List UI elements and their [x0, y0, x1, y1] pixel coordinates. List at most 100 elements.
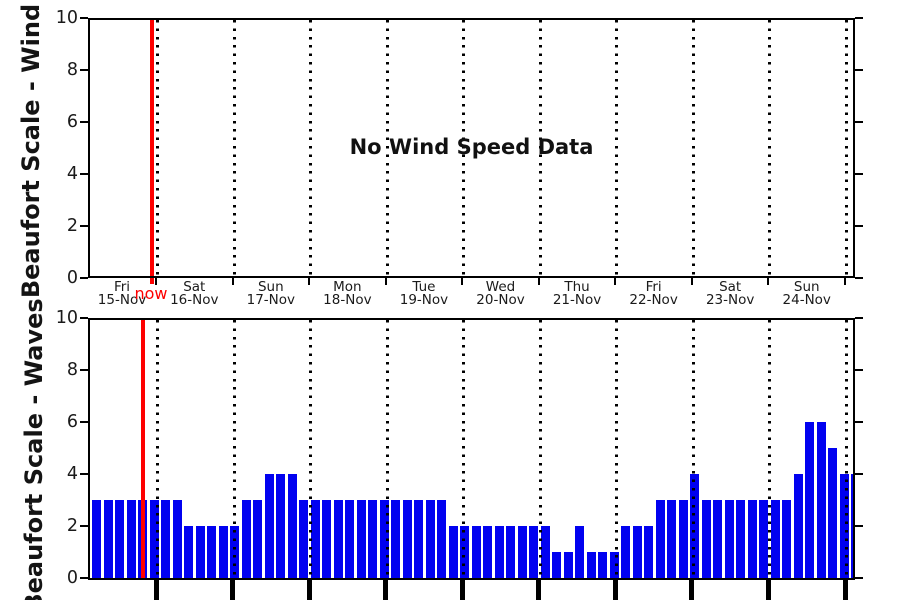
- wave-bar: [655, 500, 665, 578]
- wave-bar: [379, 500, 389, 578]
- day-label: Mon 18-Nov: [323, 279, 372, 308]
- wind-y-tick-label: 8: [66, 59, 78, 80]
- wave-bar: [713, 500, 722, 578]
- wave-bar: [644, 526, 653, 578]
- wind-x-tick: [767, 278, 770, 285]
- day-label: Wed 20-Nov: [476, 279, 525, 308]
- day-gridline: [691, 320, 695, 578]
- wave-bar: [115, 500, 124, 578]
- wave-bar: [793, 474, 803, 578]
- day-gridline: [538, 20, 542, 276]
- waves-x-tick: [383, 579, 389, 600]
- now-line-stub: [149, 278, 154, 284]
- wave-bar: [816, 422, 826, 578]
- waves-y-tick-mark-right: [855, 525, 863, 527]
- wave-bar: [851, 474, 853, 578]
- wave-bar: [345, 500, 354, 578]
- wind-x-tick: [690, 278, 693, 285]
- wave-bar: [828, 448, 837, 578]
- day-gridline: [232, 20, 236, 276]
- waves-y-tick-mark-left: [80, 369, 88, 371]
- waves-y-tick-mark-left: [80, 473, 88, 475]
- wind-y-tick-mark-left: [80, 17, 88, 19]
- wave-bar: [448, 526, 458, 578]
- wave-bar: [207, 526, 216, 578]
- wave-bar: [172, 500, 182, 578]
- wave-bar: [609, 552, 619, 578]
- waves-y-tick-mark-right: [855, 473, 863, 475]
- now-line-wind: [149, 20, 154, 276]
- wave-bar: [149, 500, 159, 578]
- waves-y-tick-label: 6: [66, 412, 78, 432]
- wind-x-tick: [231, 278, 234, 285]
- wave-bar: [241, 500, 251, 578]
- wave-bar: [747, 500, 757, 578]
- wave-bar: [517, 526, 527, 578]
- wave-bar: [483, 526, 492, 578]
- wave-bar: [759, 500, 768, 578]
- wave-bar: [805, 422, 814, 578]
- wave-bar: [621, 526, 630, 578]
- wind-y-tick-label: 0: [66, 267, 78, 288]
- waves-y-tick-mark-left: [80, 317, 88, 319]
- day-gridline: [385, 20, 389, 276]
- wave-bar: [310, 500, 320, 578]
- waves-x-tick: [842, 579, 848, 600]
- wind-y-tick-mark-left: [80, 68, 88, 71]
- day-gridline: [691, 20, 695, 276]
- wind-y-tick-label: 10: [55, 8, 78, 28]
- wave-bar: [276, 474, 285, 578]
- wind-y-tick-mark-right: [855, 224, 863, 227]
- wind-x-tick: [537, 278, 540, 285]
- wind-y-tick-mark-right: [855, 17, 863, 19]
- wave-bar: [264, 474, 274, 578]
- waves-y-tick-mark-left: [80, 421, 88, 423]
- day-label: Sun 24-Nov: [782, 279, 831, 308]
- day-gridline: [615, 20, 619, 276]
- wave-bar: [92, 500, 101, 578]
- wave-bar: [103, 500, 113, 578]
- wave-bar: [667, 500, 676, 578]
- wave-bar: [402, 500, 412, 578]
- day-gridline: [385, 320, 389, 578]
- day-gridline: [309, 20, 313, 276]
- wind-x-tick: [155, 278, 157, 285]
- wind-x-tick: [614, 278, 617, 285]
- waves-y-tick-mark-right: [855, 421, 863, 423]
- day-label: Fri 15-Nov: [97, 279, 147, 308]
- wind-y-tick-label: 6: [66, 111, 78, 132]
- wave-bar: [126, 500, 136, 578]
- wave-bar: [506, 526, 515, 578]
- wave-bar: [437, 500, 446, 578]
- wave-bar: [368, 500, 377, 578]
- waves-x-tick: [153, 579, 159, 600]
- wave-bar: [563, 552, 573, 578]
- wind-y-tick-mark-right: [855, 68, 863, 71]
- wave-bar: [782, 500, 791, 578]
- wave-bar: [575, 526, 584, 578]
- day-gridline: [309, 320, 313, 578]
- day-gridline: [232, 320, 236, 578]
- wind-y-tick-mark-right: [855, 172, 863, 175]
- wave-bar: [552, 552, 561, 578]
- wave-bar: [218, 526, 228, 578]
- no-wind-data-message: No Wind Speed Data: [349, 134, 594, 159]
- waves-y-tick-mark-left: [80, 577, 88, 579]
- wave-bar: [471, 526, 481, 578]
- wave-bar: [701, 500, 711, 578]
- day-gridline: [538, 320, 542, 578]
- wind-x-tick: [844, 278, 846, 285]
- waves-x-tick: [459, 579, 465, 600]
- wave-bar: [494, 526, 504, 578]
- wave-bar: [632, 526, 642, 578]
- wind-y-tick-mark-left: [80, 172, 88, 175]
- wave-bar: [736, 500, 745, 578]
- day-gridline: [156, 320, 159, 578]
- wave-bar: [253, 500, 262, 578]
- wind-y-tick-mark-left: [80, 120, 88, 123]
- wave-bar: [414, 500, 423, 578]
- waves-x-tick: [306, 579, 312, 600]
- waves-x-tick: [230, 579, 236, 600]
- day-gridline: [462, 20, 466, 276]
